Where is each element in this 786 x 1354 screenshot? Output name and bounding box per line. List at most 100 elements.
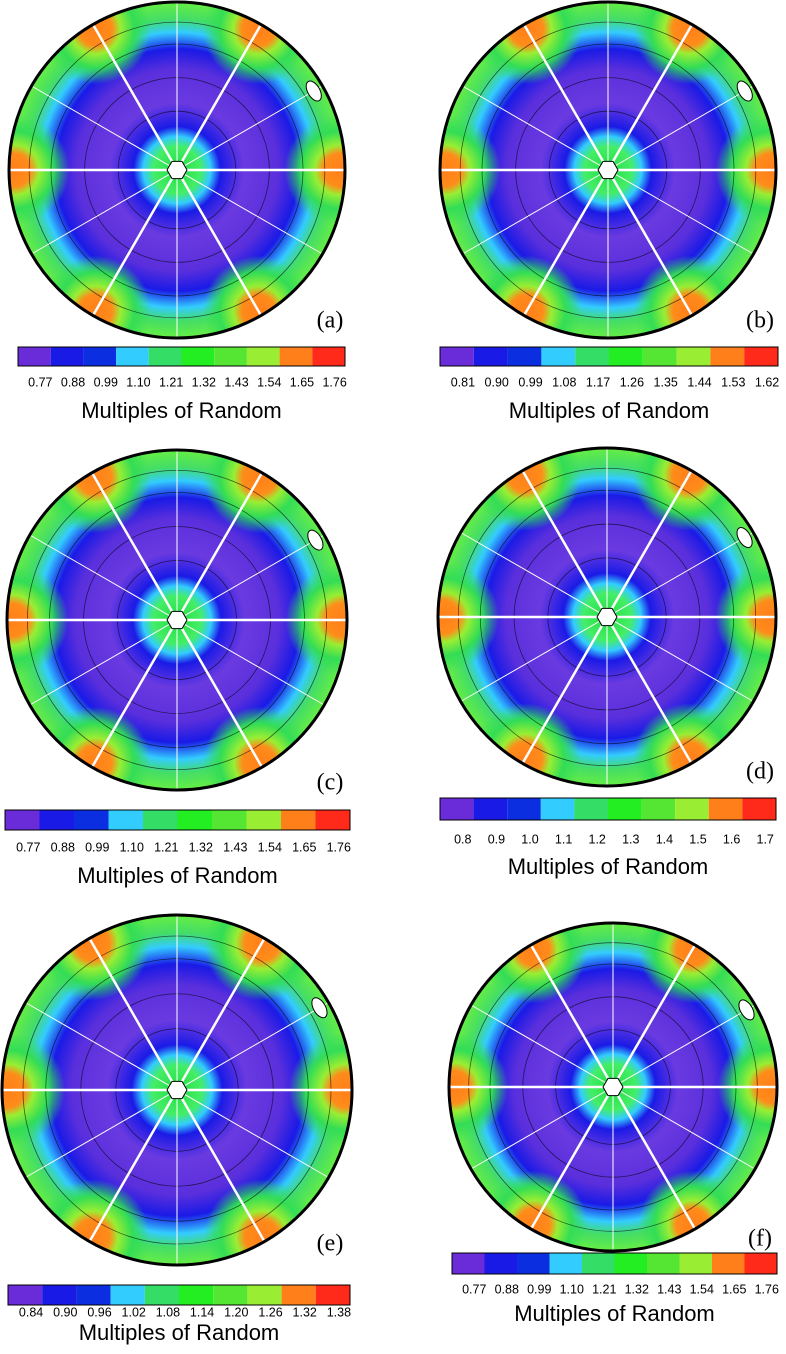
colorbar-segment: [213, 1285, 248, 1305]
colorbar-caption: Multiples of Random: [81, 398, 282, 423]
colorbar-segment: [5, 810, 40, 830]
colorbar-tick: 1.43: [223, 840, 247, 854]
colorbar-segment: [614, 1253, 647, 1274]
colorbar-segment: [549, 1253, 582, 1274]
colorbar-segment: [575, 347, 609, 366]
colorbar-segment: [712, 1253, 745, 1274]
colorbar-tick: 1.65: [290, 375, 314, 389]
center-hexagon: [166, 1080, 188, 1100]
colorbar-tick: 1.65: [292, 840, 316, 854]
colorbar-tick: 1.10: [126, 375, 150, 389]
center-hexagon: [602, 1077, 624, 1097]
marker: [305, 80, 322, 102]
pole-outline: [5, 448, 349, 792]
colorbar-segment: [179, 1285, 214, 1305]
colorbar-segment: [642, 347, 677, 366]
colorbar-tick: 1.26: [620, 375, 644, 389]
colorbar-segment: [42, 1285, 77, 1305]
colorbar-segment: [143, 810, 178, 830]
marker: [307, 529, 324, 551]
colorbar-tick: 0.99: [527, 1282, 551, 1296]
colorbar-segment: [675, 798, 709, 820]
colorbar-tick: 0.88: [495, 1282, 519, 1296]
colorbar-segment: [582, 1253, 615, 1274]
colorbar-segment: [39, 810, 74, 830]
colorbar-tick: 1.54: [690, 1282, 714, 1296]
colorbar-tick: 1.43: [657, 1282, 681, 1296]
colorbar-segment: [710, 347, 745, 366]
colorbar-tick: 0.84: [19, 1305, 43, 1319]
colorbar-segment: [507, 798, 541, 820]
colorbar-tick: 0.99: [85, 840, 109, 854]
colorbar-tick: 1.10: [560, 1282, 584, 1296]
colorbar-outline: [7, 1284, 351, 1306]
colorbar-tick: 1.54: [258, 840, 282, 854]
panel-label: (d): [746, 759, 774, 785]
colorbar-tick: 1.08: [156, 1305, 180, 1319]
colorbar-caption: Multiples of Random: [514, 1301, 715, 1326]
panel-label: (c): [317, 770, 344, 796]
colorbar-segment: [679, 1253, 712, 1274]
colorbar-segment: [214, 347, 247, 366]
colorbar-caption: Multiples of Random: [79, 1320, 280, 1345]
colorbar-tick: 1.62: [755, 375, 779, 389]
marker: [311, 997, 328, 1019]
colorbar-segment: [452, 1253, 485, 1274]
colorbar-segment: [148, 347, 182, 366]
colorbar-segment: [18, 347, 51, 366]
colorbar-tick: 1.54: [257, 375, 281, 389]
colorbar-segment: [608, 798, 642, 820]
colorbar-outline: [17, 346, 346, 367]
colorbar-tick: 1.5: [689, 832, 706, 846]
colorbar-tick: 1.43: [224, 375, 248, 389]
colorbar-segment: [609, 347, 643, 366]
colorbar-tick: 1.32: [625, 1282, 649, 1296]
colorbar-segment: [281, 810, 316, 830]
colorbar-tick: 1.20: [224, 1305, 248, 1319]
colorbar-segment: [473, 347, 508, 366]
panel: (a) 0.77 0.88 0.99 1.10 1.21 1.32 1.43 1.54 1.65 1…: [7, 0, 347, 423]
panel: (d) 0.8 0.9 1.0 1.1 1.2 1.3 1.4 1.5 1.6 1.7 Multipl…: [436, 446, 778, 879]
pole-figure: [449, 923, 777, 1251]
colorbar-segment: [110, 1285, 145, 1305]
colorbar-tick: 1.76: [322, 375, 346, 389]
colorbar-tick: 0.77: [462, 1282, 486, 1296]
panel: (f) 0.77 0.88 0.99 1.10 1.21 1.32 1.43 1.54 1.65 1…: [447, 921, 779, 1326]
colorbar-outline: [439, 797, 777, 821]
colorbar-tick: 1.53: [721, 375, 745, 389]
colorbar-segment: [315, 810, 350, 830]
pole-outline: [7, 0, 347, 340]
colorbar-tick: 0.77: [16, 840, 40, 854]
colorbar-segment: [440, 347, 474, 366]
colorbar-segment: [181, 347, 215, 366]
panel-label: (f): [748, 1226, 772, 1252]
pole-figure: [440, 2, 776, 338]
colorbar-segment: [473, 798, 508, 820]
colorbar-segment: [74, 810, 109, 830]
colorbar-segment: [676, 347, 711, 366]
colorbar-tick: 1.1: [555, 832, 572, 846]
colorbar-tick: 0.88: [61, 375, 85, 389]
colorbar-tick: 0.8: [454, 832, 471, 846]
center-hexagon: [166, 610, 188, 630]
panel-label: (e): [317, 1231, 344, 1257]
colorbar-tick: 1.02: [122, 1305, 146, 1319]
colorbar-tick: 0.90: [485, 375, 509, 389]
colorbar-tick: 1.21: [154, 840, 178, 854]
colorbar-tick: 0.96: [87, 1305, 111, 1319]
colorbar-tick: 1.32: [189, 840, 213, 854]
colorbar-segment: [279, 347, 313, 366]
colorbar-segment: [8, 1285, 43, 1305]
colorbar-segment: [177, 810, 212, 830]
colorbar-tick: 1.76: [327, 840, 351, 854]
center-hexagon: [166, 160, 188, 180]
panel-label: (a): [317, 308, 344, 334]
pole-figure: [438, 448, 776, 786]
colorbar-tick: 1.14: [190, 1305, 214, 1319]
pole-figure: [9, 2, 345, 338]
colorbar-tick: 1.44: [687, 375, 711, 389]
colorbar-segment: [76, 1285, 111, 1305]
colorbar-tick: 1.32: [192, 375, 216, 389]
pole-figure: [2, 915, 352, 1265]
colorbar-tick: 1.65: [722, 1282, 746, 1296]
